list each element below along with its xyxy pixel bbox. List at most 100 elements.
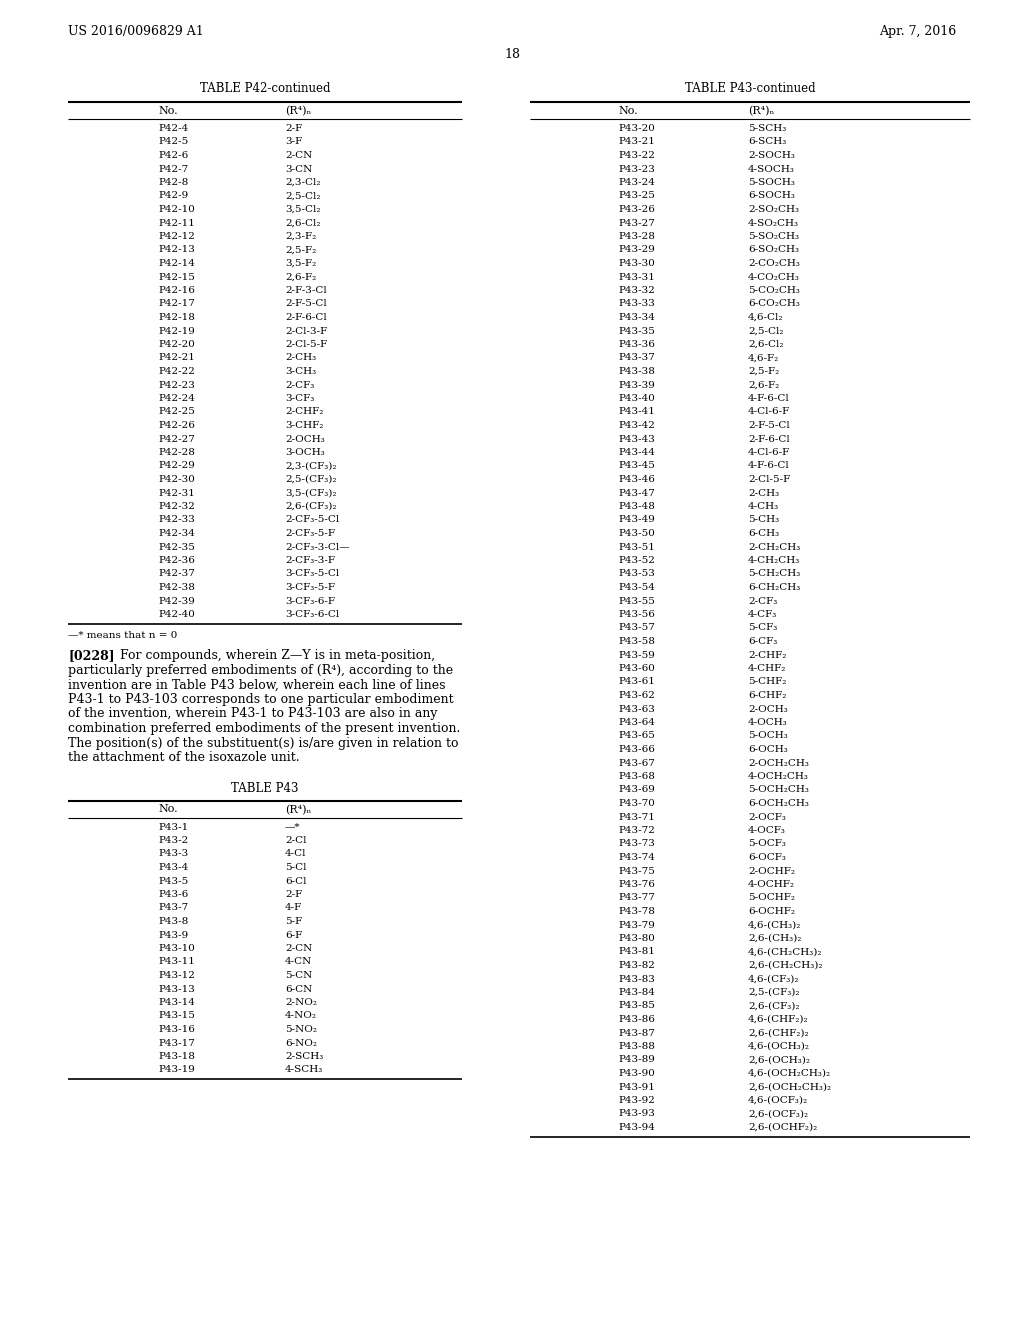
Text: 4-OCH₂CH₃: 4-OCH₂CH₃ <box>748 772 809 781</box>
Text: P42-15: P42-15 <box>158 272 195 281</box>
Text: P43-5: P43-5 <box>158 876 188 886</box>
Text: 2-F-6-Cl: 2-F-6-Cl <box>748 434 790 444</box>
Text: 3-CF₃-6-Cl: 3-CF₃-6-Cl <box>285 610 339 619</box>
Text: P43-25: P43-25 <box>618 191 655 201</box>
Text: P42-38: P42-38 <box>158 583 195 591</box>
Text: 3-OCH₃: 3-OCH₃ <box>285 447 325 457</box>
Text: 5-SO₂CH₃: 5-SO₂CH₃ <box>748 232 799 242</box>
Text: 4-F-6-Cl: 4-F-6-Cl <box>748 462 790 470</box>
Text: P43-33: P43-33 <box>618 300 655 309</box>
Text: For compounds, wherein Z—Y is in meta-position,: For compounds, wherein Z—Y is in meta-po… <box>120 649 435 663</box>
Text: P43-19: P43-19 <box>158 1065 195 1074</box>
Text: 5-SCH₃: 5-SCH₃ <box>748 124 786 133</box>
Text: 6-SO₂CH₃: 6-SO₂CH₃ <box>748 246 799 255</box>
Text: P42-33: P42-33 <box>158 516 195 524</box>
Text: 5-SOCH₃: 5-SOCH₃ <box>748 178 795 187</box>
Text: 4-SOCH₃: 4-SOCH₃ <box>748 165 795 173</box>
Text: TABLE P42-continued: TABLE P42-continued <box>200 82 331 95</box>
Text: 2-CH₂CH₃: 2-CH₂CH₃ <box>748 543 800 552</box>
Text: 2,6-(CH₂CH₃)₂: 2,6-(CH₂CH₃)₂ <box>748 961 822 970</box>
Text: P42-27: P42-27 <box>158 434 195 444</box>
Text: P43-42: P43-42 <box>618 421 655 430</box>
Text: P43-16: P43-16 <box>158 1026 195 1034</box>
Text: P43-34: P43-34 <box>618 313 655 322</box>
Text: 3-F: 3-F <box>285 137 302 147</box>
Text: P43-24: P43-24 <box>618 178 655 187</box>
Text: P43-41: P43-41 <box>618 408 655 417</box>
Text: 3-CN: 3-CN <box>285 165 312 173</box>
Text: 4-CHF₂: 4-CHF₂ <box>748 664 786 673</box>
Text: 3-CF₃-6-F: 3-CF₃-6-F <box>285 597 335 606</box>
Text: —*: —* <box>285 822 300 832</box>
Text: P43-81: P43-81 <box>618 948 655 957</box>
Text: 4-OCH₃: 4-OCH₃ <box>748 718 787 727</box>
Text: P43-28: P43-28 <box>618 232 655 242</box>
Text: P43-79: P43-79 <box>618 920 655 929</box>
Text: P43-43: P43-43 <box>618 434 655 444</box>
Text: 5-CO₂CH₃: 5-CO₂CH₃ <box>748 286 800 294</box>
Text: P43-35: P43-35 <box>618 326 655 335</box>
Text: P43-23: P43-23 <box>618 165 655 173</box>
Text: No.: No. <box>618 106 638 116</box>
Text: P42-36: P42-36 <box>158 556 195 565</box>
Text: P42-17: P42-17 <box>158 300 195 309</box>
Text: 5-CN: 5-CN <box>285 972 312 979</box>
Text: 2,6-(CH₃)₂: 2,6-(CH₃)₂ <box>748 935 802 942</box>
Text: 2,6-(OCF₃)₂: 2,6-(OCF₃)₂ <box>748 1110 808 1118</box>
Text: 6-F: 6-F <box>285 931 302 940</box>
Text: P43-30: P43-30 <box>618 259 655 268</box>
Text: invention are in Table P43 below, wherein each line of lines: invention are in Table P43 below, wherei… <box>68 678 445 692</box>
Text: 2-SCH₃: 2-SCH₃ <box>285 1052 324 1061</box>
Text: P43-14: P43-14 <box>158 998 195 1007</box>
Text: 5-OCHF₂: 5-OCHF₂ <box>748 894 795 903</box>
Text: P42-18: P42-18 <box>158 313 195 322</box>
Text: 5-CF₃: 5-CF₃ <box>748 623 777 632</box>
Text: 4-Cl: 4-Cl <box>285 850 306 858</box>
Text: 3-CHF₂: 3-CHF₂ <box>285 421 324 430</box>
Text: 2,5-F₂: 2,5-F₂ <box>285 246 316 255</box>
Text: P43-45: P43-45 <box>618 462 655 470</box>
Text: P43-80: P43-80 <box>618 935 655 942</box>
Text: P43-26: P43-26 <box>618 205 655 214</box>
Text: P42-24: P42-24 <box>158 393 195 403</box>
Text: P43-67: P43-67 <box>618 759 655 767</box>
Text: P43-22: P43-22 <box>618 150 655 160</box>
Text: 4,6-Cl₂: 4,6-Cl₂ <box>748 313 783 322</box>
Text: 2-CF₃: 2-CF₃ <box>748 597 777 606</box>
Text: 5-OCH₂CH₃: 5-OCH₂CH₃ <box>748 785 809 795</box>
Text: P42-39: P42-39 <box>158 597 195 606</box>
Text: P43-78: P43-78 <box>618 907 655 916</box>
Text: P43-31: P43-31 <box>618 272 655 281</box>
Text: P42-23: P42-23 <box>158 380 195 389</box>
Text: (R⁴)ₙ: (R⁴)ₙ <box>285 804 311 814</box>
Text: 2-CHF₂: 2-CHF₂ <box>748 651 786 660</box>
Text: P43-15: P43-15 <box>158 1011 195 1020</box>
Text: 4,6-(CH₂CH₃)₂: 4,6-(CH₂CH₃)₂ <box>748 948 822 957</box>
Text: 6-NO₂: 6-NO₂ <box>285 1039 317 1048</box>
Text: P43-12: P43-12 <box>158 972 195 979</box>
Text: 2-Cl-3-F: 2-Cl-3-F <box>285 326 328 335</box>
Text: P42-28: P42-28 <box>158 447 195 457</box>
Text: P42-9: P42-9 <box>158 191 188 201</box>
Text: 2-Cl-5-F: 2-Cl-5-F <box>748 475 791 484</box>
Text: 6-OCH₃: 6-OCH₃ <box>748 744 787 754</box>
Text: P42-22: P42-22 <box>158 367 195 376</box>
Text: 2-OCF₃: 2-OCF₃ <box>748 813 785 821</box>
Text: P43-36: P43-36 <box>618 341 655 348</box>
Text: 6-CH₂CH₃: 6-CH₂CH₃ <box>748 583 800 591</box>
Text: P43-68: P43-68 <box>618 772 655 781</box>
Text: 2,6-(CF₃)₂: 2,6-(CF₃)₂ <box>285 502 337 511</box>
Text: 4-CH₂CH₃: 4-CH₂CH₃ <box>748 556 800 565</box>
Text: P43-17: P43-17 <box>158 1039 195 1048</box>
Text: P43-74: P43-74 <box>618 853 655 862</box>
Text: P43-21: P43-21 <box>618 137 655 147</box>
Text: 2,3-Cl₂: 2,3-Cl₂ <box>285 178 321 187</box>
Text: P43-64: P43-64 <box>618 718 655 727</box>
Text: P42-21: P42-21 <box>158 354 195 363</box>
Text: P43-94: P43-94 <box>618 1123 655 1133</box>
Text: 6-SOCH₃: 6-SOCH₃ <box>748 191 795 201</box>
Text: 2,6-(CF₃)₂: 2,6-(CF₃)₂ <box>748 1002 800 1011</box>
Text: 2,6-Cl₂: 2,6-Cl₂ <box>285 219 321 227</box>
Text: 6-CO₂CH₃: 6-CO₂CH₃ <box>748 300 800 309</box>
Text: P43-93: P43-93 <box>618 1110 655 1118</box>
